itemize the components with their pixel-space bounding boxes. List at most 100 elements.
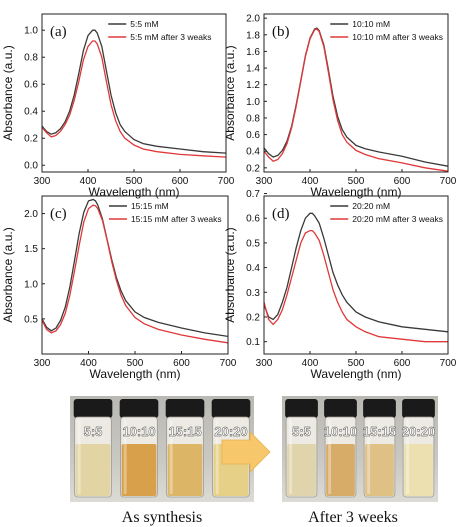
legend-label-1: 15:15 mM after 3 weaks	[131, 214, 222, 224]
x-tick-label: 700	[440, 176, 457, 187]
vial-0: 5:5	[285, 399, 318, 498]
legend-label-1: 20:20 mM after 3 weaks	[352, 214, 443, 224]
x-axis-label: Wavelength (nm)	[311, 367, 402, 381]
vial-highlight	[289, 420, 293, 494]
y-tick-label: 0.8	[246, 113, 260, 124]
y-tick-label: 0.0	[24, 161, 38, 172]
legend-label-0: 20:20 mM	[352, 201, 390, 211]
vial-highlight	[215, 420, 219, 494]
chart-panel-2: 300 400 500 600 700 0.5 1.0 1.5 2.0 Wavelength (n…	[1, 195, 237, 381]
y-tick-label: 0.2	[246, 163, 260, 174]
y-tick-label: 1.4	[246, 64, 260, 75]
x-axis-label: Wavelength (nm)	[90, 367, 181, 381]
vial-liquid	[121, 444, 157, 496]
x-tick-label: 700	[220, 358, 237, 369]
x-tick-label: 300	[256, 358, 273, 369]
y-tick-label: 0.5	[24, 314, 38, 325]
arrow-icon	[221, 431, 271, 473]
x-tick-label: 600	[173, 358, 190, 369]
x-axis-label: Wavelength (nm)	[89, 185, 180, 199]
x-tick-label: 300	[34, 176, 51, 187]
x-tick-label: 600	[394, 176, 411, 187]
y-tick-label: 0.3	[246, 288, 260, 299]
vial-label: 20:20	[214, 424, 247, 439]
vial-label: 10:10	[324, 424, 357, 439]
panel-label: (a)	[50, 24, 67, 40]
photo-area: 5:5 10:10 15:15 20:20 5:5 10:10 15:15 20:20	[70, 396, 438, 502]
vial-cap	[211, 399, 251, 418]
vial-cap	[165, 399, 205, 418]
y-tick-label: 1.6	[246, 47, 260, 58]
vial-label: 10:10	[122, 424, 155, 439]
vial-2: 15:15	[165, 399, 205, 498]
vial-highlight	[406, 420, 410, 494]
vial-liquid	[404, 444, 433, 496]
y-axis-label: Absorbance (a.u.)	[1, 227, 15, 322]
vial-liquid	[167, 444, 203, 496]
vial-cap	[324, 399, 357, 418]
vial-liquid	[326, 444, 355, 496]
legend-label-1: 5:5 mM after 3 weaks	[130, 32, 211, 42]
x-tick-label: 500	[348, 358, 365, 369]
vial-liquid	[287, 444, 316, 496]
vial-highlight	[169, 420, 173, 494]
y-tick-label: 0.4	[246, 147, 260, 158]
y-tick-label: 1.2	[246, 80, 260, 91]
y-tick-label: 0.2	[24, 134, 38, 145]
y-tick-label: 0.4	[246, 263, 260, 274]
vial-highlight	[328, 420, 332, 494]
vial-highlight	[367, 420, 371, 494]
x-tick-label: 600	[172, 176, 189, 187]
y-tick-label: 1.0	[24, 279, 38, 290]
x-axis-label: Wavelength (nm)	[311, 185, 402, 199]
x-tick-label: 500	[348, 176, 365, 187]
x-tick-label: 400	[302, 176, 319, 187]
y-tick-label: 0.6	[246, 130, 260, 141]
vial-label: 20:20	[402, 424, 435, 439]
vial-label: 15:15	[168, 424, 201, 439]
legend-label-0: 15:15 mM	[131, 201, 169, 211]
chart-panel-0: 300 400 500 600 700 0.0 0.2 0.4 0.6 0.8 1.0 Wavelen…	[1, 13, 235, 199]
vial-cap	[363, 399, 396, 418]
series-line-0	[42, 198, 228, 338]
vial-liquid	[75, 444, 111, 496]
panel-label: (b)	[272, 24, 290, 40]
vial-label: 5:5	[292, 424, 311, 439]
legend-label-0: 5:5 mM	[130, 19, 158, 29]
y-tick-label: 0.6	[246, 214, 260, 225]
vial-label: 5:5	[84, 424, 103, 439]
vial-photo-right: 5:5 10:10 15:15 20:20	[282, 396, 438, 502]
vial-2: 15:15	[363, 399, 396, 498]
y-axis-label: Absorbance (a.u.)	[1, 45, 15, 140]
charts-area: 300 400 500 600 700 0.0 0.2 0.4 0.6 0.8 1.0 Wavelen…	[1, 13, 457, 381]
y-axis-label: Absorbance (a.u.)	[223, 227, 237, 322]
series-line-1	[264, 229, 448, 343]
y-tick-label: 1.0	[24, 26, 38, 37]
vial-cap	[285, 399, 318, 418]
y-tick-label: 0.5	[246, 238, 260, 249]
vial-1: 10:10	[119, 399, 159, 498]
x-tick-label: 500	[126, 176, 143, 187]
chart-panel-3: 300 400 500 600 700 0.1 0.2 0.3 0.4 0.5 0.6 0.7 Wave…	[223, 189, 457, 381]
panel-label: (c)	[50, 206, 67, 222]
x-tick-label: 300	[34, 358, 51, 369]
caption-as-synthesis: As synthesis	[122, 509, 202, 526]
series-line-0	[264, 212, 448, 333]
vial-cap	[73, 399, 113, 418]
series-line-1	[42, 204, 228, 344]
vial-cap	[119, 399, 159, 418]
caption-after-3-weeks: After 3 weeks	[308, 509, 398, 526]
vial-1: 10:10	[324, 399, 357, 498]
y-tick-label: 0.1	[246, 337, 260, 348]
vial-label: 15:15	[363, 424, 396, 439]
vial-3: 20:20	[402, 399, 435, 498]
y-axis-label: Absorbance (a.u.)	[223, 45, 237, 140]
vial-liquid	[365, 444, 394, 496]
series-line-0	[42, 29, 226, 154]
x-tick-label: 400	[302, 358, 319, 369]
series-line-1	[42, 40, 226, 158]
y-tick-label: 0.2	[246, 312, 260, 323]
y-tick-label: 0.7	[246, 189, 260, 200]
y-tick-label: 0.4	[24, 107, 38, 118]
